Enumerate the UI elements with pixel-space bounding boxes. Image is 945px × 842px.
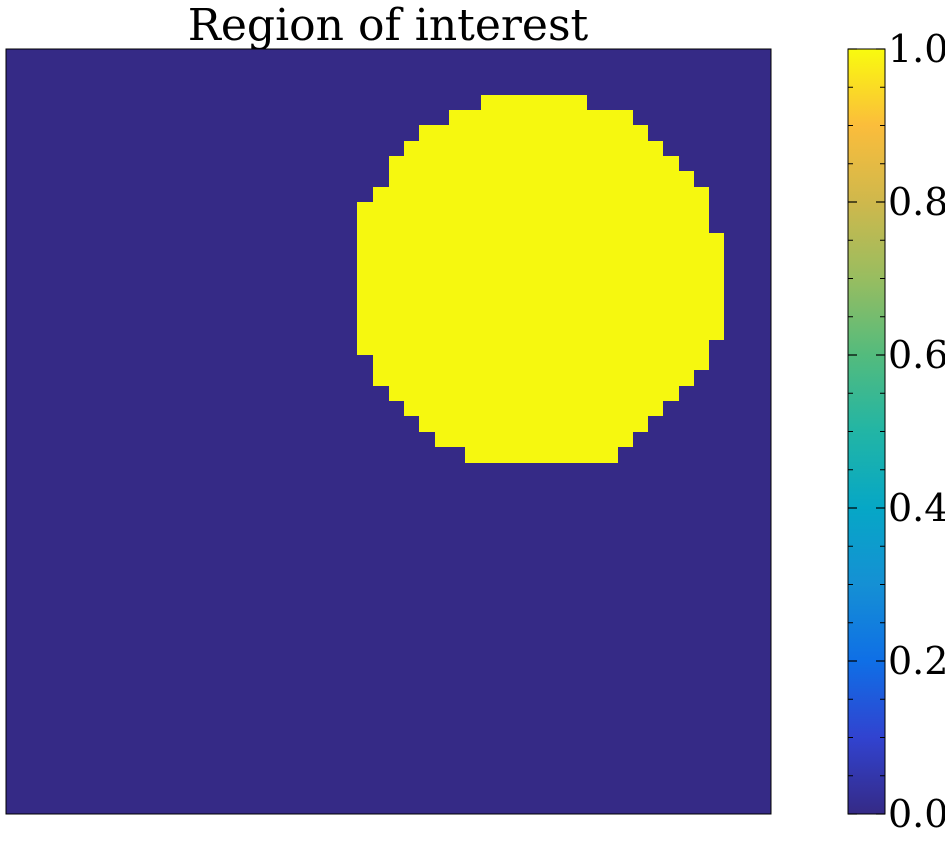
colorbar: 0.0 0.2 0.4 0.6 0.8 1.0 [847, 27, 945, 836]
colorbar-tick-label: 0.8 [888, 180, 945, 224]
heatmap-frame [5, 48, 772, 815]
colorbar-tick-label: 0.4 [888, 486, 945, 530]
colorbar-ticks: 0.0 0.2 0.4 0.6 0.8 1.0 [848, 27, 945, 836]
colorbar-bar [848, 49, 885, 814]
heatmap [5, 48, 772, 815]
colorbar-tick-label: 0.2 [888, 639, 945, 683]
chart-title: Region of interest [188, 0, 589, 51]
colorbar-tick-label: 0.6 [888, 333, 945, 377]
colorbar-tick-label: 1.0 [888, 27, 945, 71]
roi-disk [357, 95, 724, 463]
colorbar-tick-label: 0.0 [888, 792, 945, 836]
